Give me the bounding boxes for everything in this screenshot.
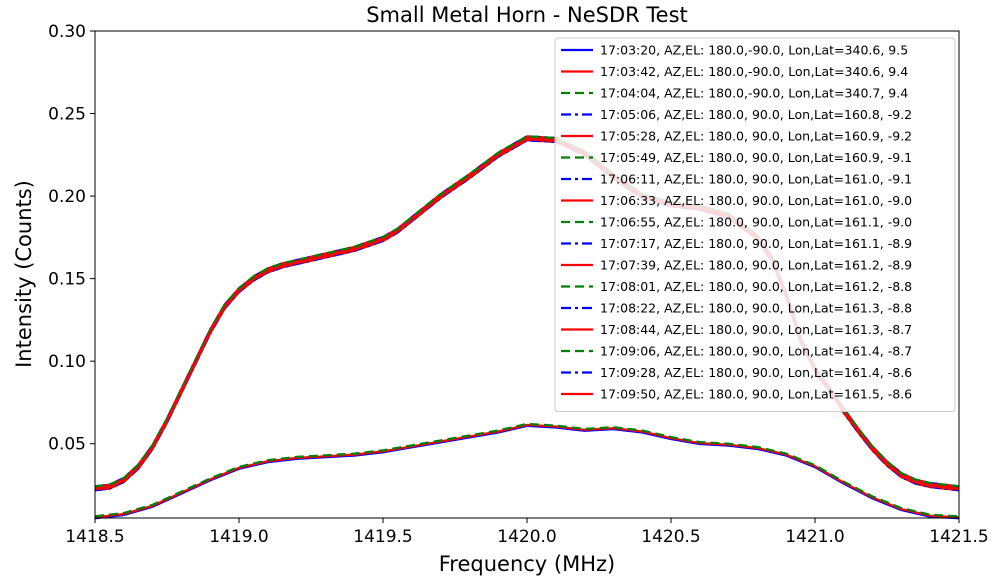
series-line [94,422,960,518]
y-axis: 0.05 0.10 0.15 0.20 0.25 0.30 [48,22,95,455]
x-tick-label: 1419.5 [353,527,412,547]
legend: 17:03:20, AZ,EL: 180.0,-90.0, Lon,Lat=34… [554,37,956,412]
y-tick-label: 0.25 [48,105,86,125]
legend-label: 17:05:28, AZ,EL: 180.0, 90.0, Lon,Lat=16… [600,129,912,144]
legend-label: 17:06:33, AZ,EL: 180.0, 90.0, Lon,Lat=16… [600,193,912,208]
y-tick-label: 0.05 [48,435,86,455]
x-tick-label: 1420.0 [497,527,556,547]
x-tick-label: 1421.0 [785,527,844,547]
x-tick-label: 1420.5 [641,527,700,547]
chart-title: Small Metal Horn - NeSDR Test [366,3,688,27]
series-line [94,424,960,520]
legend-label: 17:08:22, AZ,EL: 180.0, 90.0, Lon,Lat=16… [600,301,912,316]
y-tick-label: 0.20 [48,187,86,207]
legend-label: 17:07:17, AZ,EL: 180.0, 90.0, Lon,Lat=16… [600,236,912,251]
y-tick-label: 0.10 [48,352,86,372]
legend-label: 17:05:49, AZ,EL: 180.0, 90.0, Lon,Lat=16… [600,150,912,165]
x-axis: 1418.5 1419.0 1419.5 1420.0 1420.5 1421.0 1421… [65,518,989,547]
x-tick-label: 1419.0 [209,527,268,547]
legend-label: 17:03:42, AZ,EL: 180.0,-90.0, Lon,Lat=34… [600,64,908,79]
legend-label: 17:05:06, AZ,EL: 180.0, 90.0, Lon,Lat=16… [600,107,912,122]
legend-label: 17:08:44, AZ,EL: 180.0, 90.0, Lon,Lat=16… [600,322,912,337]
legend-label: 17:03:20, AZ,EL: 180.0,-90.0, Lon,Lat=34… [600,43,908,58]
legend-label: 17:06:11, AZ,EL: 180.0, 90.0, Lon,Lat=16… [600,172,912,187]
legend-label: 17:07:39, AZ,EL: 180.0, 90.0, Lon,Lat=16… [600,258,912,273]
legend-label: 17:09:50, AZ,EL: 180.0, 90.0, Lon,Lat=16… [600,387,912,402]
y-axis-title: Intensity (Counts) [12,180,36,368]
x-tick-label: 1418.5 [65,527,124,547]
legend-label: 17:04:04, AZ,EL: 180.0,-90.0, Lon,Lat=34… [600,86,908,101]
x-tick-label: 1421.5 [929,527,988,547]
series-line [94,135,960,488]
legend-label: 17:09:06, AZ,EL: 180.0, 90.0, Lon,Lat=16… [600,344,912,359]
legend-label: 17:06:55, AZ,EL: 180.0, 90.0, Lon,Lat=16… [600,215,912,230]
series-line [94,138,960,491]
series-line [94,423,960,519]
legend-label: 17:08:01, AZ,EL: 180.0, 90.0, Lon,Lat=16… [600,279,912,294]
x-axis-title: Frequency (MHz) [439,552,615,576]
legend-label: 17:09:28, AZ,EL: 180.0, 90.0, Lon,Lat=16… [600,365,912,380]
y-tick-label: 0.15 [48,270,86,290]
y-tick-label: 0.30 [48,22,86,42]
series-layer [94,135,960,520]
legend-box [554,37,956,412]
